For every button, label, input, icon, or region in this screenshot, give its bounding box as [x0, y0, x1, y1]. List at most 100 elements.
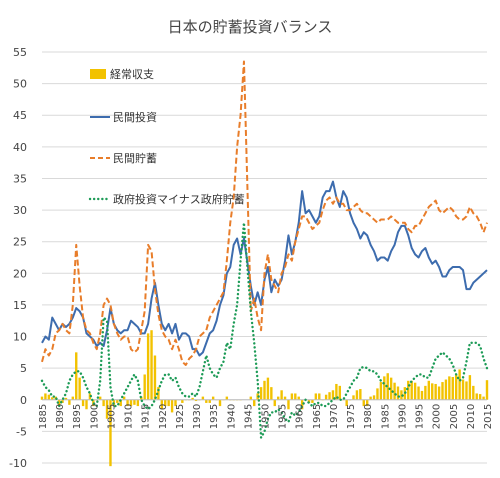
- x-tick-label: 1915: [141, 404, 152, 429]
- series-line-2: [41, 60, 488, 366]
- bar-1921: [164, 399, 167, 407]
- bar-1914: [140, 396, 143, 400]
- bar-1972: [338, 385, 342, 400]
- chart-title: 日本の貯蓄投資バランス: [168, 18, 333, 36]
- bar-1998: [427, 380, 431, 400]
- bar-1907: [116, 399, 119, 403]
- bar-2000: [434, 383, 437, 400]
- y-tick-label: 0: [20, 394, 27, 407]
- bar-2004: [448, 376, 451, 400]
- y-tick-label: 15: [13, 299, 27, 312]
- bar-1904: [105, 399, 109, 419]
- bar-1994: [413, 382, 417, 400]
- bar-2015: [485, 380, 489, 400]
- bar-1954: [276, 396, 280, 400]
- x-axis-tick-labels: 1885 1890 1895 1900 1905 1910 1915 1920 1925 1930…: [38, 404, 494, 429]
- bar-1933: [205, 399, 208, 403]
- bar-1978: [359, 389, 362, 400]
- bar-1915: [143, 374, 146, 400]
- bar-1977: [355, 390, 359, 400]
- bar-1926: [181, 399, 184, 403]
- bar-1992: [407, 380, 410, 400]
- bar-1960: [297, 396, 300, 400]
- bar-1958: [290, 393, 294, 400]
- y-tick-label: 55: [13, 46, 27, 59]
- bar-1999: [431, 383, 434, 400]
- y-tick-label: 5: [20, 362, 27, 375]
- x-tick-label: 1905: [106, 404, 117, 429]
- x-tick-label: 1935: [209, 404, 220, 429]
- bar-2006: [454, 375, 458, 400]
- bar-1894: [71, 396, 75, 400]
- bar-1913: [136, 399, 140, 407]
- bar-1902: [98, 396, 102, 400]
- bar-1908: [119, 399, 122, 407]
- bar-1966: [318, 393, 321, 400]
- bar-2011: [472, 385, 475, 400]
- bar-1924: [174, 399, 177, 407]
- bar-series: [40, 330, 489, 467]
- x-tick-label: 2005: [449, 404, 460, 429]
- x-tick-label: 1980: [363, 404, 374, 429]
- legend-swatch-0: [90, 69, 106, 79]
- bar-1964: [311, 399, 314, 403]
- x-tick-label: 1990: [397, 404, 408, 429]
- bar-1974: [345, 399, 348, 407]
- legend-label-3: 政府投資マイナス政府貯蓄: [113, 192, 245, 206]
- bar-1935: [211, 396, 215, 400]
- bar-1919: [157, 387, 160, 400]
- bar-1897: [81, 399, 85, 407]
- bar-1923: [170, 399, 174, 413]
- x-tick-label: 2015: [483, 404, 494, 429]
- bar-1887: [47, 394, 51, 400]
- bar-1922: [167, 399, 170, 407]
- bar-1892: [64, 397, 68, 400]
- bar-2003: [444, 379, 448, 400]
- bar-1920: [160, 399, 164, 410]
- bar-1982: [372, 395, 376, 400]
- bar-1956: [283, 396, 287, 400]
- series-line-3: [40, 221, 489, 439]
- bar-1979: [362, 399, 365, 407]
- bar-1905: [109, 399, 112, 467]
- y-tick-label: 30: [13, 204, 27, 217]
- x-tick-label: 1955: [278, 404, 289, 429]
- x-tick-label: 2010: [466, 404, 477, 429]
- bar-1929: [191, 397, 194, 400]
- x-tick-label: 1945: [243, 404, 254, 429]
- bar-1895: [75, 352, 78, 400]
- bar-1934: [208, 399, 211, 403]
- bar-1989: [396, 386, 400, 400]
- bar-1983: [376, 388, 379, 400]
- bar-1912: [133, 399, 136, 405]
- x-tick-label: 1995: [415, 404, 426, 429]
- bar-1947: [253, 399, 256, 407]
- bar-1987: [389, 377, 393, 400]
- y-axis-tick-labels: -10 -5 0 5 10 15 20 25 30 35 40 45 50 55: [9, 46, 27, 470]
- bar-1951: [266, 377, 270, 400]
- x-tick-label: 1895: [72, 404, 83, 429]
- bar-1916: [146, 333, 150, 400]
- bar-1981: [369, 396, 372, 400]
- x-tick-label: 1900: [89, 404, 100, 429]
- x-tick-label: 1975: [346, 404, 357, 429]
- bar-2007: [458, 369, 461, 400]
- bar-1949: [259, 387, 263, 400]
- bar-2001: [437, 386, 441, 400]
- grid-lines: [42, 51, 487, 464]
- y-tick-label: -5: [16, 425, 27, 438]
- bar-1970: [331, 390, 335, 400]
- bar-1937: [218, 399, 222, 407]
- bar-1946: [249, 396, 253, 400]
- bar-1896: [78, 377, 81, 400]
- bar-1893: [68, 399, 71, 405]
- bar-1996: [420, 390, 424, 400]
- y-tick-label: 35: [13, 172, 27, 185]
- x-tick-label: 2000: [432, 404, 443, 429]
- bar-2012: [475, 393, 478, 400]
- bar-2002: [441, 382, 444, 400]
- x-tick-label: 1890: [55, 404, 66, 429]
- bar-2013: [478, 394, 482, 400]
